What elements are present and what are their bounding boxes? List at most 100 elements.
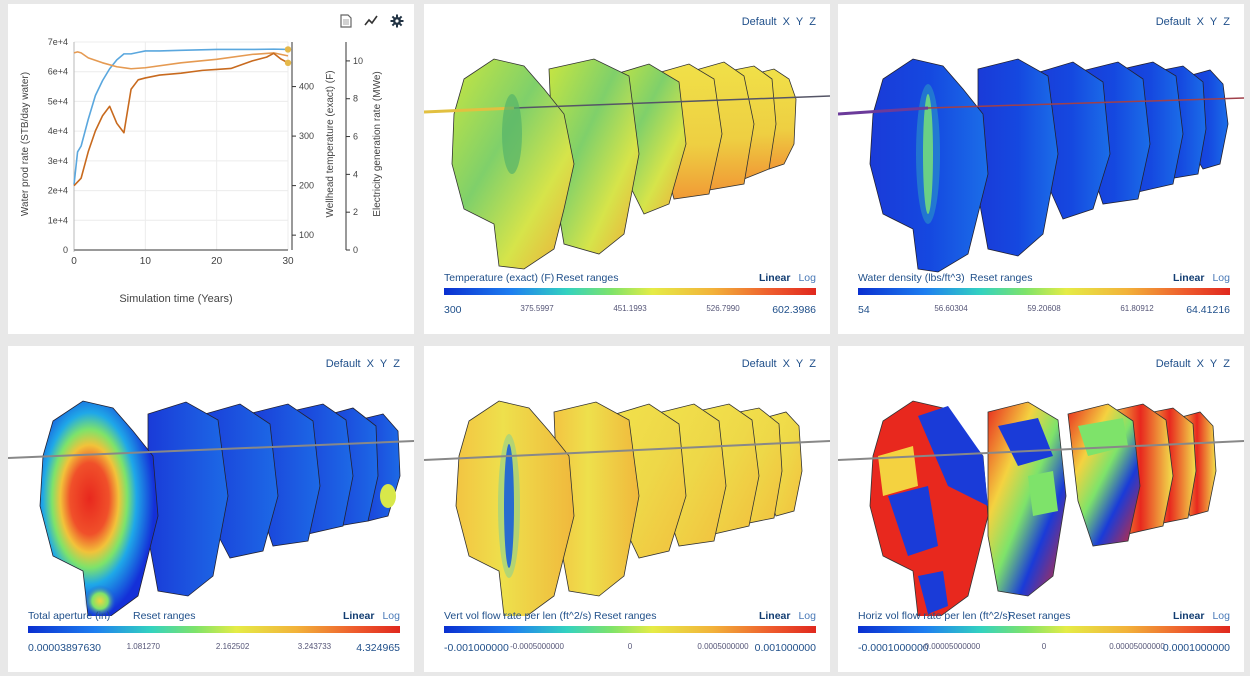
view-controls: Default X Y Z [1156, 358, 1230, 370]
legend-title: Vert vol flow rate per len (ft^2/s) [444, 610, 592, 622]
fracture-3d-view[interactable] [8, 346, 414, 616]
legend-tick: 0 [1041, 642, 1047, 651]
y1-tick-label: 6e+4 [48, 67, 68, 77]
color-bar[interactable] [444, 288, 816, 295]
vert-flow-view-panel: Default X Y Z Vert vol flow rate pe [424, 346, 830, 672]
log-scale-button[interactable]: Log [1212, 610, 1230, 622]
view-y-button[interactable]: Y [379, 358, 388, 370]
y3-tick-label: 0 [353, 245, 358, 255]
series-end-marker [284, 46, 292, 53]
temperature-view-panel: Default X Y Z Temperature (exact) ( [424, 4, 830, 334]
view-x-button[interactable]: X [1196, 358, 1204, 370]
view-x-button[interactable]: X [1196, 16, 1204, 28]
fracture-3d-view[interactable] [424, 346, 830, 616]
x-tick-label: 20 [211, 256, 223, 267]
x-tick-label: 0 [71, 256, 77, 267]
line-chart-icon[interactable] [364, 14, 378, 31]
legend-tick-min: 300 [444, 304, 462, 316]
view-default-button[interactable]: Default [1155, 16, 1191, 28]
reset-ranges-button[interactable]: Reset ranges [556, 272, 619, 284]
document-icon[interactable] [340, 14, 352, 31]
y1-tick-label: 3e+4 [48, 156, 68, 166]
legend-tick: 0.0005000000 [697, 642, 749, 651]
view-x-button[interactable]: X [782, 16, 790, 28]
color-legend: Horiz vol flow rate per len (ft^2/s) Res… [858, 610, 1230, 662]
y2-tick-label: 300 [299, 131, 314, 141]
chart-panel: 0 10 20 30 0 1e+4 2e+4 3e+4 4e+4 5e+4 6e+4 7e+4 100 2… [8, 4, 414, 334]
view-default-button[interactable]: Default [325, 358, 361, 370]
legend-tick-max: 4.324965 [356, 642, 400, 654]
view-y-button[interactable]: Y [795, 16, 804, 28]
view-x-button[interactable]: X [782, 358, 790, 370]
y1-tick-label: 0 [63, 245, 68, 255]
view-z-button[interactable]: Z [1223, 358, 1230, 370]
reset-ranges-button[interactable]: Reset ranges [594, 610, 657, 622]
legend-title: Water density (lbs/ft^3) [858, 272, 965, 284]
y1-tick-label: 2e+4 [48, 186, 68, 196]
chart-toolbar [340, 14, 404, 31]
linear-scale-button[interactable]: Linear [1172, 610, 1205, 622]
y2-tick-label: 400 [299, 82, 314, 92]
linear-scale-button[interactable]: Linear [342, 610, 375, 622]
y1-tick-label: 7e+4 [48, 37, 68, 47]
fracture-3d-view[interactable] [838, 4, 1244, 274]
view-z-button[interactable]: Z [809, 358, 816, 370]
view-default-button[interactable]: Default [1155, 358, 1191, 370]
horiz-flow-view-panel: Default X Y Z Hor [838, 346, 1244, 672]
series-line-y2 [73, 51, 289, 70]
view-z-button[interactable]: Z [1223, 16, 1230, 28]
color-bar[interactable] [858, 288, 1230, 295]
log-scale-button[interactable]: Log [798, 610, 816, 622]
legend-tick: 61.80912 [1120, 304, 1154, 313]
view-z-button[interactable]: Z [393, 358, 400, 370]
view-y-button[interactable]: Y [1209, 358, 1218, 370]
y3-tick-label: 6 [353, 132, 358, 142]
view-default-button[interactable]: Default [741, 358, 777, 370]
view-controls: Default X Y Z [742, 358, 816, 370]
legend-tick: 2.162502 [215, 642, 250, 651]
y3-tick-label: 10 [353, 56, 363, 66]
gear-icon[interactable] [390, 14, 404, 31]
color-legend: Vert vol flow rate per len (ft^2/s) Rese… [444, 610, 816, 662]
x-tick-label: 30 [282, 256, 294, 267]
log-scale-button[interactable]: Log [382, 610, 400, 622]
legend-tick-min: -0.001000000 [444, 642, 509, 654]
linear-scale-button[interactable]: Linear [758, 610, 791, 622]
view-y-button[interactable]: Y [795, 358, 804, 370]
view-controls: Default X Y Z [742, 16, 816, 28]
view-z-button[interactable]: Z [809, 16, 816, 28]
color-legend: Total aperture (in) Reset ranges Linear L… [28, 610, 400, 662]
linear-scale-button[interactable]: Linear [1172, 272, 1205, 284]
legend-tick: 3.243733 [297, 642, 332, 651]
linear-scale-button[interactable]: Linear [758, 272, 791, 284]
reset-ranges-button[interactable]: Reset ranges [970, 272, 1033, 284]
legend-tick: 375.5997 [520, 304, 554, 313]
aperture-view-panel: Default X Y Z [8, 346, 414, 672]
y3-tick-label: 2 [353, 207, 358, 217]
log-scale-button[interactable]: Log [1212, 272, 1230, 284]
legend-tick: 0 [627, 642, 633, 651]
y2-axis-label: Wellhead temperature (exact) (F) [325, 70, 336, 217]
color-bar[interactable] [858, 626, 1230, 633]
view-x-button[interactable]: X [366, 358, 374, 370]
legend-tick-min: -0.0001000000 [858, 642, 929, 654]
legend-tick-max: 64.41216 [1186, 304, 1230, 316]
view-y-button[interactable]: Y [1209, 16, 1218, 28]
legend-title: Temperature (exact) (F) [444, 272, 555, 284]
view-default-button[interactable]: Default [741, 16, 777, 28]
line-chart: 0 10 20 3001e+42e+43e+44e+45e+46e+47e+41002… [20, 37, 383, 305]
fracture-3d-view[interactable] [424, 4, 830, 274]
log-scale-button[interactable]: Log [798, 272, 816, 284]
legend-tick: 1.081270 [126, 642, 160, 651]
color-bar[interactable] [28, 626, 400, 633]
y3-tick-label: 4 [353, 169, 358, 179]
legend-tick-max: 0.0001000000 [1162, 642, 1230, 654]
y2-tick-label: 200 [299, 181, 314, 191]
series-end-marker [284, 59, 292, 66]
color-bar[interactable] [444, 626, 816, 633]
reset-ranges-button[interactable]: Reset ranges [1008, 610, 1071, 622]
y1-tick-label: 5e+4 [48, 96, 68, 106]
reset-ranges-button[interactable]: Reset ranges [133, 610, 196, 622]
fracture-3d-view[interactable] [838, 346, 1244, 616]
legend-tick: 526.7990 [706, 304, 740, 313]
